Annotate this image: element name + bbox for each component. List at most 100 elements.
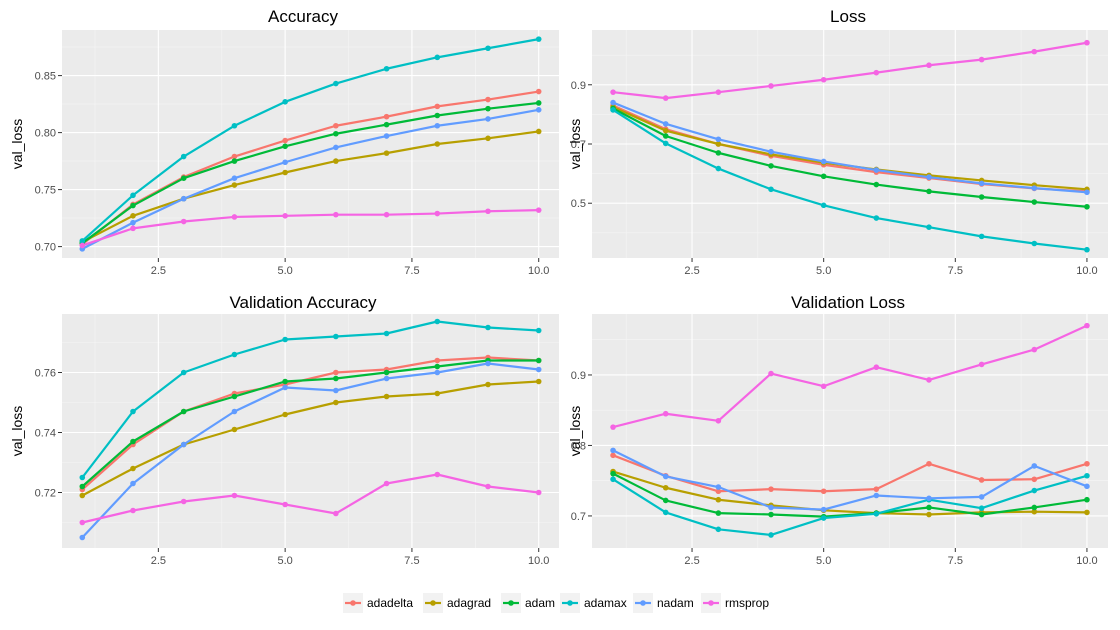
data-point-adadelta-7 (383, 113, 390, 120)
data-point-adam-8 (434, 112, 441, 119)
series-group (610, 39, 1090, 253)
x-tick-label: 2.5 (151, 555, 166, 567)
legend-key-point (430, 600, 436, 606)
data-point-adadelta-5 (820, 488, 827, 495)
data-point-rmsprop-6 (873, 69, 880, 76)
series-nadam (610, 447, 1090, 513)
y-axis-title: val_loss (567, 406, 583, 457)
data-point-rmsprop-5 (282, 501, 288, 508)
data-point-adadelta-6 (333, 122, 339, 129)
data-point-adadelta-9 (1031, 476, 1038, 483)
data-point-adam-8 (978, 194, 985, 200)
data-point-adam-5 (282, 378, 288, 385)
x-tick-label: 7.5 (948, 555, 963, 567)
plot-background (62, 30, 559, 258)
data-point-adagrad-10 (535, 378, 542, 385)
data-point-rmsprop-9 (485, 483, 491, 490)
series-line-rmsprop (81, 209, 540, 247)
data-point-nadam-5 (282, 159, 288, 166)
x-tick-label: 5.0 (277, 265, 292, 277)
data-point-adamax-9 (1031, 487, 1038, 494)
data-point-adam-4 (768, 511, 774, 518)
data-point-adamax-9 (1031, 240, 1038, 247)
minor-gridlines (592, 30, 1108, 258)
data-point-adagrad-8 (434, 390, 441, 397)
data-point-adamax-3 (715, 165, 722, 172)
x-axis: 2.5 5.0 7.5 10.0 (151, 258, 549, 277)
data-point-adagrad-8 (434, 141, 441, 147)
data-point-nadam-9 (485, 360, 491, 367)
data-point-rmsprop-8 (978, 361, 985, 368)
data-point-adamax-8 (434, 54, 441, 61)
data-point-adagrad-7 (926, 511, 932, 518)
data-point-adamax-7 (926, 224, 932, 231)
data-point-adam-6 (333, 130, 339, 137)
data-point-adadelta-8 (978, 477, 985, 483)
series-adamax (79, 36, 542, 244)
legend-key-adam (501, 593, 521, 613)
data-point-nadam-8 (978, 180, 985, 187)
data-point-rmsprop-5 (820, 76, 827, 83)
data-point-adam-4 (768, 163, 774, 169)
data-point-nadam-2 (130, 480, 136, 487)
data-point-adamax-5 (282, 99, 288, 105)
data-point-nadam-8 (434, 369, 441, 376)
data-point-rmsprop-8 (434, 210, 441, 217)
data-point-rmsprop-7 (926, 377, 932, 383)
data-point-rmsprop-1 (79, 242, 86, 249)
data-point-adamax-6 (333, 333, 339, 340)
data-point-adam-9 (1031, 199, 1038, 205)
data-point-rmsprop-2 (662, 410, 669, 417)
legend-label: adadelta (367, 596, 413, 610)
panel-title: Validation Loss (791, 293, 905, 312)
data-point-adagrad-9 (1031, 508, 1038, 515)
series-adamax (610, 472, 1090, 538)
data-point-nadam-7 (383, 375, 390, 382)
data-point-nadam-3 (715, 136, 722, 143)
data-point-adadelta-9 (485, 96, 491, 103)
data-point-adamax-10 (535, 36, 542, 42)
data-point-adam-8 (978, 511, 985, 518)
legend-key-point (640, 600, 646, 606)
data-point-adadelta-7 (926, 460, 932, 467)
legend-key-adamax (560, 593, 580, 613)
data-point-adagrad-10 (535, 128, 542, 135)
data-point-adamax-7 (383, 65, 390, 72)
data-point-adadelta-8 (434, 103, 441, 110)
data-point-rmsprop-10 (535, 207, 542, 213)
data-point-nadam-6 (873, 167, 880, 173)
data-point-adagrad-2 (662, 484, 669, 491)
legend-key-adadelta (343, 593, 363, 613)
data-point-rmsprop-3 (180, 218, 187, 225)
series-line-nadam (81, 108, 540, 250)
data-point-rmsprop-2 (130, 507, 136, 514)
data-point-adam-5 (282, 143, 288, 150)
data-point-rmsprop-10 (1084, 39, 1090, 46)
y-tick-label: 0.5 (571, 198, 586, 210)
data-point-adamax-1 (79, 238, 86, 244)
data-point-adagrad-5 (282, 169, 288, 176)
data-point-rmsprop-4 (768, 83, 774, 89)
data-point-rmsprop-7 (383, 211, 390, 218)
data-point-adam-3 (715, 150, 722, 156)
data-point-adamax-1 (610, 476, 616, 483)
data-point-rmsprop-1 (610, 89, 616, 95)
data-point-adagrad-9 (485, 381, 491, 388)
legend-label: adam (525, 596, 555, 610)
y-tick-label: 0.75 (35, 185, 56, 197)
series-adamax (610, 107, 1090, 253)
data-point-rmsprop-6 (333, 510, 339, 517)
data-point-adam-2 (130, 202, 136, 209)
series-line-nadam (611, 101, 1089, 194)
data-point-nadam-10 (535, 107, 542, 113)
y-tick-label: 0.74 (35, 428, 56, 440)
data-point-adagrad-3 (715, 496, 722, 503)
data-point-nadam-4 (231, 175, 238, 181)
data-point-rmsprop-3 (715, 89, 722, 95)
data-point-adamax-2 (662, 509, 669, 516)
x-axis: 2.5 5.0 7.5 10.0 (151, 548, 549, 567)
data-point-adagrad-4 (231, 182, 238, 188)
data-point-adamax-5 (282, 336, 288, 343)
data-point-adamax-8 (978, 233, 985, 240)
